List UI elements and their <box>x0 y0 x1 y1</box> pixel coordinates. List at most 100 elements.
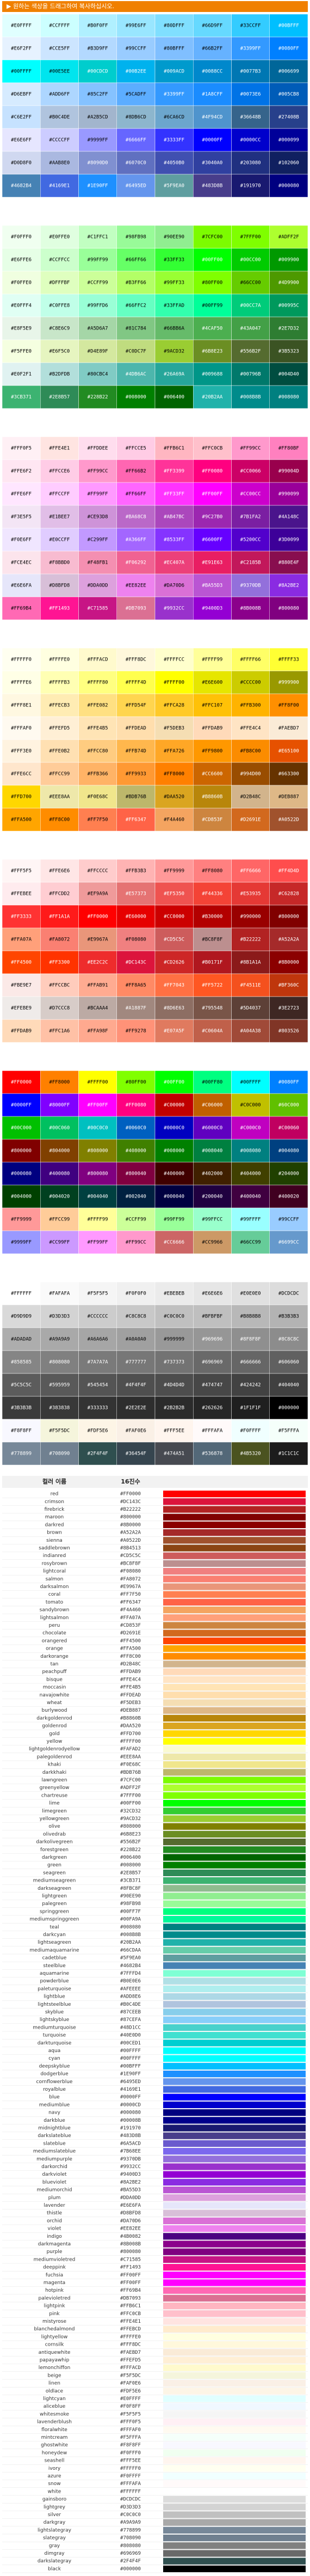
color-swatch <box>163 2535 306 2542</box>
color-cell <box>231 1207 270 1231</box>
color-cell <box>116 950 156 974</box>
color-name: green <box>47 1863 61 1868</box>
hex-code: #FF1A1A <box>49 914 70 920</box>
color-swatch <box>163 2225 306 2232</box>
color-cell <box>40 882 79 906</box>
hex-code: #8B008B <box>240 606 261 612</box>
hex-code: #E91E63 <box>202 560 222 566</box>
color-hex: #8B0000 <box>120 1522 141 1528</box>
color-swatch <box>163 1823 306 1830</box>
color-cell <box>40 670 79 694</box>
color-cell <box>78 128 117 152</box>
color-swatch <box>163 1645 306 1652</box>
color-cell <box>269 385 308 409</box>
color-cell <box>193 1373 232 1397</box>
hex-code: #204000 <box>278 1171 299 1177</box>
hex-code: #FF99FF <box>88 492 108 497</box>
color-cell <box>78 785 117 809</box>
color-name: violet <box>48 2226 61 2232</box>
color-cell <box>78 59 117 83</box>
color-name: olivedrab <box>43 1832 66 1837</box>
hex-code: #C0FFE8 <box>49 303 70 309</box>
color-cell <box>2 436 41 460</box>
color-cell <box>269 1304 308 1328</box>
hex-code: #8B0000 <box>278 960 299 966</box>
color-cell <box>231 248 270 272</box>
hex-code: #004040 <box>88 1194 108 1200</box>
hex-code: #BC8F8F <box>202 937 222 943</box>
color-name: wheat <box>47 1700 62 1706</box>
color-cell <box>116 573 156 597</box>
color-name: darksalmon <box>40 1584 69 1590</box>
hex-code: #F06292 <box>126 560 146 566</box>
hex-code: #BA55D3 <box>202 583 222 589</box>
color-name: lightpink <box>44 2304 65 2309</box>
color-name: mediumvioletred <box>34 2257 76 2262</box>
hex-code: #FFDAB9 <box>11 1029 32 1034</box>
hex-code: #000040 <box>164 1194 184 1200</box>
hex-code: #D0D8F0 <box>11 161 32 166</box>
color-cell <box>231 339 270 363</box>
hex-code: #000000 <box>278 1406 299 1411</box>
color-swatch <box>163 2202 306 2209</box>
color-swatch <box>163 1576 306 1583</box>
hex-code: #FF7F50 <box>88 817 108 823</box>
color-hex: #4169E1 <box>120 2087 141 2092</box>
hex-code: #CCFF99 <box>88 280 108 286</box>
hex-code: #FFFACD <box>88 657 108 663</box>
color-name: darkblue <box>44 2118 65 2123</box>
color-cell <box>231 105 270 129</box>
hex-code: #FFC1A6 <box>49 1029 70 1034</box>
color-cell <box>78 808 117 832</box>
color-cell <box>193 996 232 1020</box>
color-cell <box>2 596 41 620</box>
color-cell <box>116 436 156 460</box>
color-name: slategray <box>43 2536 66 2541</box>
hex-code: #00BFFF <box>278 23 299 29</box>
hex-code: #0080FF <box>278 1080 299 1085</box>
hex-code: #FF8F00 <box>278 703 299 709</box>
color-name: dimgray <box>44 2551 65 2556</box>
color-cell <box>116 882 156 906</box>
banner <box>2 1 308 12</box>
color-swatch <box>163 2156 306 2163</box>
color-cell <box>154 1093 194 1117</box>
color-swatch <box>163 2341 306 2348</box>
hex-code: #E0FFE0 <box>49 235 70 240</box>
color-cell <box>116 1442 156 1466</box>
hex-code: #CD853F <box>202 817 222 823</box>
color-cell <box>116 596 156 620</box>
hex-code: #4A148C <box>278 515 299 520</box>
hex-code: #FFFF99 <box>202 657 222 663</box>
hex-code: #60C000 <box>278 1103 299 1108</box>
hex-code: #EBEBEB <box>164 1291 184 1297</box>
hex-code: #CCCCCC <box>88 1314 108 1320</box>
hex-code: #FFE6FF <box>11 492 32 497</box>
color-cell <box>193 436 232 460</box>
color-cell <box>2 248 41 272</box>
color-cell <box>40 551 79 575</box>
hex-code: #FF66B2 <box>126 469 146 474</box>
color-cell <box>193 1185 232 1208</box>
color-swatch <box>163 2055 306 2062</box>
hex-code: #404040 <box>278 1383 299 1388</box>
color-cell <box>2 551 41 575</box>
color-hex: #FFD700 <box>120 1731 141 1737</box>
color-cell <box>116 36 156 60</box>
color-hex: #98FB98 <box>120 1901 141 1907</box>
hex-code: #FF69B4 <box>11 606 32 612</box>
color-cell <box>2 1093 41 1117</box>
hex-code: #3399FF <box>240 46 261 52</box>
color-name: turquoise <box>43 2033 66 2038</box>
hex-code: #99CCFF <box>278 1217 299 1223</box>
color-name: goldenrod <box>42 1724 66 1729</box>
hex-code: #FFECB3 <box>49 703 70 709</box>
hex-code: #383838 <box>49 1406 70 1411</box>
hex-code: #00796B <box>240 372 261 377</box>
hex-code: #536878 <box>202 1451 222 1457</box>
color-hex: #B8860B <box>120 1716 141 1721</box>
color-cell <box>116 762 156 786</box>
color-swatch <box>163 1591 306 1598</box>
color-cell <box>40 505 79 529</box>
